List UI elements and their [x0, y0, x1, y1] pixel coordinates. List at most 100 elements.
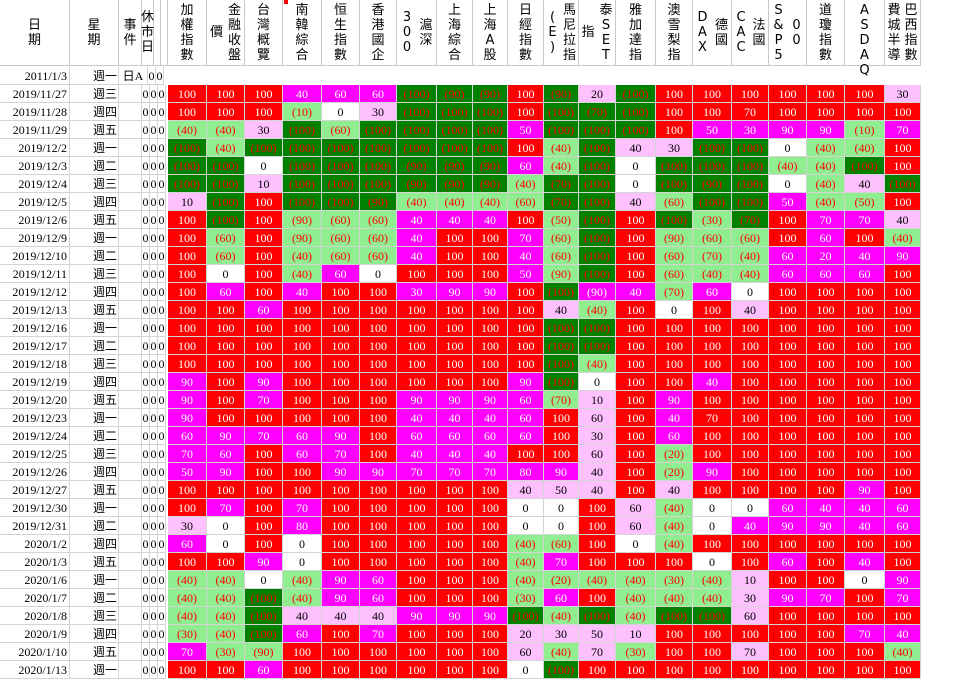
flag-cell[interactable]: 0 [158, 211, 166, 229]
data-cell[interactable]: 90 [207, 463, 245, 481]
column-header[interactable]: 日 經 指 數 [508, 0, 544, 66]
data-cell[interactable]: (40) [168, 589, 207, 607]
weekday-cell[interactable]: 週四 [70, 535, 119, 553]
data-cell[interactable]: 50 [508, 121, 544, 139]
data-cell[interactable]: 100 [283, 337, 322, 355]
data-cell[interactable]: (40) [656, 589, 693, 607]
data-cell[interactable]: 30 [732, 589, 769, 607]
data-cell[interactable]: 100 [322, 481, 360, 499]
data-cell[interactable]: 70 [807, 211, 845, 229]
weekday-cell[interactable]: 週五 [70, 553, 119, 571]
data-cell[interactable]: 90 [656, 391, 693, 409]
flag-cell[interactable]: 0 [150, 85, 158, 103]
data-cell[interactable]: 40 [437, 409, 473, 427]
weekday-cell[interactable]: 週三 [70, 445, 119, 463]
data-cell[interactable]: 100 [732, 481, 769, 499]
data-cell[interactable]: 100 [322, 553, 360, 571]
data-cell[interactable]: (40) [207, 121, 245, 139]
data-cell[interactable]: 100 [168, 499, 207, 517]
flag-cell[interactable]: 0 [158, 301, 166, 319]
event-cell[interactable] [119, 499, 142, 517]
data-cell[interactable]: 50 [769, 193, 807, 211]
data-cell[interactable]: 100 [616, 481, 656, 499]
data-cell[interactable]: 70 [885, 121, 921, 139]
data-cell[interactable]: 100 [769, 607, 807, 625]
event-cell[interactable] [119, 247, 142, 265]
data-cell[interactable]: 100 [885, 319, 921, 337]
data-cell[interactable]: 100 [360, 499, 397, 517]
data-cell[interactable]: 100 [544, 445, 579, 463]
flag-cell[interactable]: 0 [158, 661, 166, 679]
data-cell[interactable]: 40 [397, 445, 437, 463]
data-cell[interactable]: 30 [656, 139, 693, 157]
data-cell[interactable]: (60) [656, 193, 693, 211]
data-cell[interactable]: (40) [207, 607, 245, 625]
data-cell[interactable]: 0 [360, 265, 397, 283]
data-cell[interactable]: 100 [207, 355, 245, 373]
column-header[interactable]: 休 市 日 [141, 0, 154, 66]
data-cell[interactable]: (40) [544, 157, 579, 175]
data-cell[interactable]: 70 [397, 463, 437, 481]
data-cell[interactable]: 40 [656, 481, 693, 499]
flag-cell[interactable]: 0 [142, 481, 150, 499]
data-cell[interactable]: (50) [544, 211, 579, 229]
data-cell[interactable]: 100 [508, 283, 544, 301]
data-cell[interactable]: 100 [885, 427, 921, 445]
data-cell[interactable]: (100) [732, 193, 769, 211]
data-cell[interactable]: 100 [807, 625, 845, 643]
data-cell[interactable]: 100 [769, 85, 807, 103]
date-cell[interactable]: 2019/12/13 [0, 301, 70, 319]
column-header[interactable]: N A S D A Q [845, 0, 885, 78]
data-cell[interactable]: 90 [845, 481, 885, 499]
data-cell[interactable]: 100 [732, 625, 769, 643]
data-cell[interactable]: 60 [168, 427, 207, 445]
data-cell[interactable]: 60 [168, 535, 207, 553]
data-cell[interactable]: 100 [473, 643, 508, 661]
data-cell[interactable]: 100 [245, 229, 283, 247]
data-cell[interactable]: 70 [207, 499, 245, 517]
data-cell[interactable]: 100 [579, 535, 616, 553]
data-cell[interactable]: 0 [245, 157, 283, 175]
data-cell[interactable]: 40 [283, 85, 322, 103]
event-cell[interactable] [119, 571, 142, 589]
flag-cell[interactable]: 0 [142, 607, 150, 625]
data-cell[interactable]: 90 [322, 427, 360, 445]
data-cell[interactable]: 100 [656, 643, 693, 661]
data-cell[interactable]: 100 [769, 427, 807, 445]
data-cell[interactable]: 60 [245, 301, 283, 319]
event-cell[interactable] [119, 319, 142, 337]
flag-cell[interactable]: 0 [150, 589, 158, 607]
data-cell[interactable]: 100 [769, 283, 807, 301]
flag-cell[interactable]: 0 [158, 247, 166, 265]
flag-cell[interactable]: 0 [142, 319, 150, 337]
flag-cell[interactable]: 0 [158, 571, 166, 589]
flag-cell[interactable]: 0 [150, 301, 158, 319]
weekday-cell[interactable]: 週一 [70, 661, 119, 679]
data-cell[interactable]: (100) [656, 175, 693, 193]
data-cell[interactable]: 20 [579, 85, 616, 103]
data-cell[interactable]: 60 [769, 553, 807, 571]
data-cell[interactable]: 100 [616, 661, 656, 679]
data-cell[interactable]: 90 [322, 571, 360, 589]
weekday-cell[interactable]: 週一 [70, 67, 119, 85]
data-cell[interactable]: (40) [207, 139, 245, 157]
data-cell[interactable]: 100 [656, 121, 693, 139]
weekday-cell[interactable]: 週三 [70, 607, 119, 625]
data-cell[interactable]: 100 [885, 157, 921, 175]
data-cell[interactable]: (40) [885, 643, 921, 661]
data-cell[interactable]: 100 [473, 265, 508, 283]
flag-cell[interactable]: 0 [158, 499, 166, 517]
data-cell[interactable]: 0 [207, 517, 245, 535]
data-cell[interactable]: 100 [397, 481, 437, 499]
flag-cell[interactable]: 0 [142, 283, 150, 301]
data-cell[interactable]: 100 [360, 373, 397, 391]
data-cell[interactable]: 100 [616, 301, 656, 319]
data-cell[interactable]: 100 [656, 553, 693, 571]
date-cell[interactable]: 2020/1/10 [0, 643, 70, 661]
data-cell[interactable]: 100 [885, 481, 921, 499]
event-cell[interactable] [119, 481, 142, 499]
data-cell[interactable]: 100 [732, 391, 769, 409]
data-cell[interactable]: (100) [207, 157, 245, 175]
data-cell[interactable]: 100 [360, 535, 397, 553]
weekday-cell[interactable]: 週一 [70, 139, 119, 157]
